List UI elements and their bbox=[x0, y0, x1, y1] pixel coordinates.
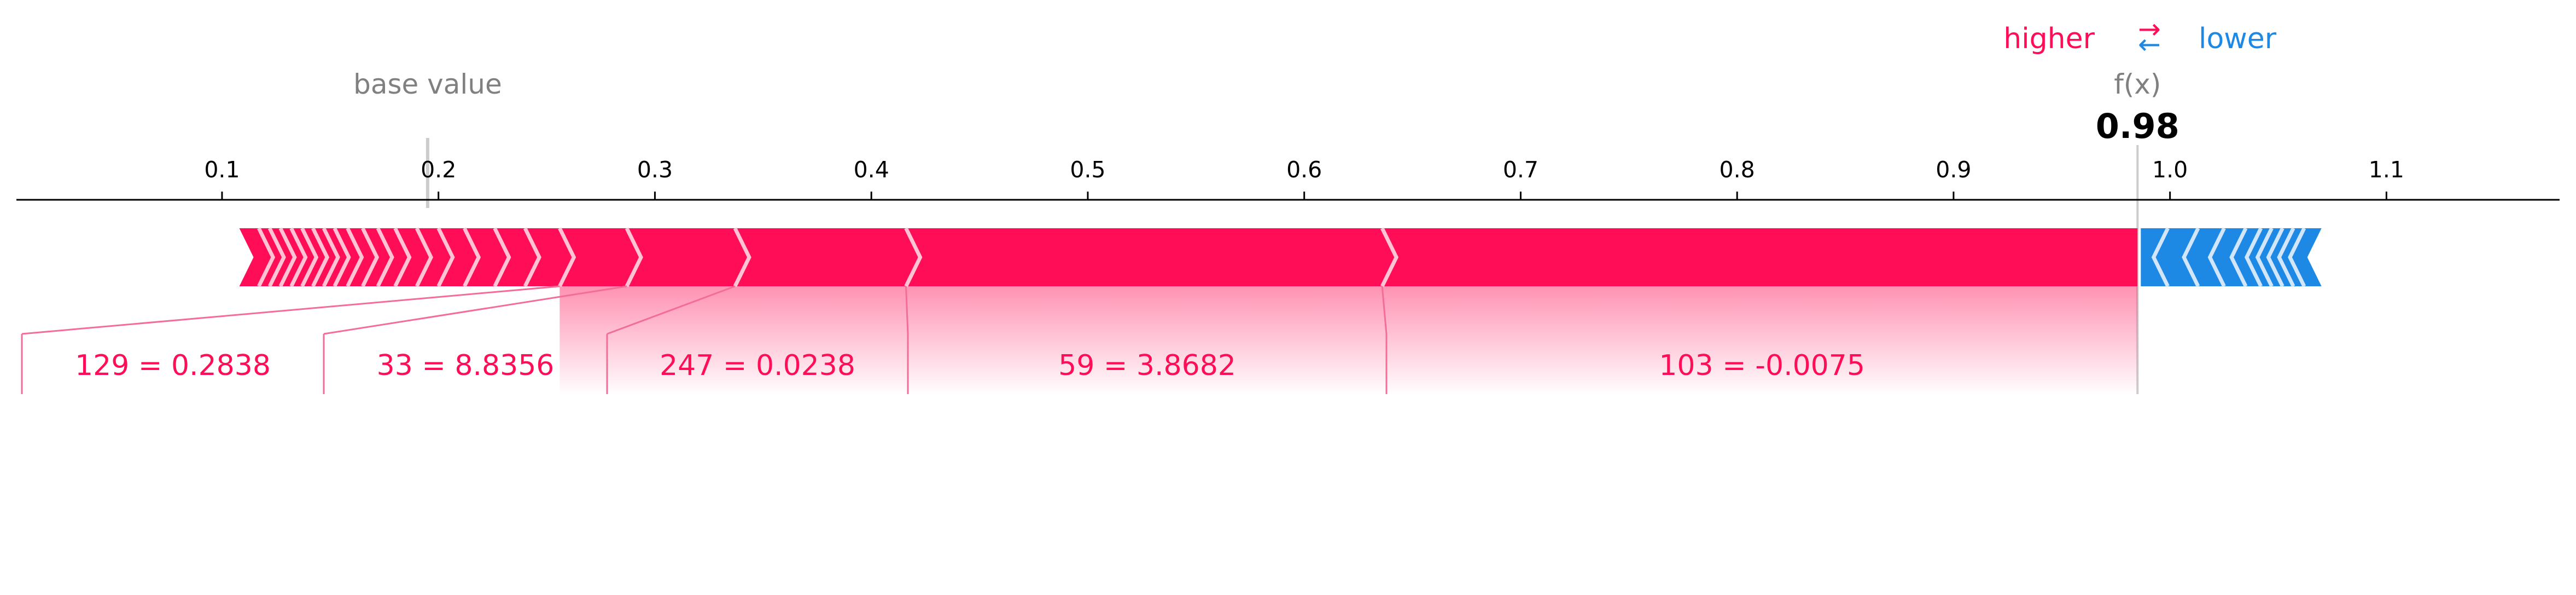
positive-segment-separator bbox=[436, 227, 455, 287]
negative-segment-separator bbox=[2266, 227, 2284, 287]
positive-segment-separator bbox=[267, 227, 286, 287]
x-tick-label: 0.7 bbox=[1503, 157, 1538, 183]
feature-label: 103 = -0.0075 bbox=[1381, 286, 1865, 394]
label-fade-band bbox=[560, 286, 2138, 396]
negative-segment-separator bbox=[2244, 227, 2263, 287]
label-connector bbox=[323, 285, 627, 335]
label-connector bbox=[1381, 286, 1388, 334]
svg-text:→: → bbox=[2138, 13, 2161, 45]
negative-segment-separator bbox=[2288, 227, 2306, 287]
positive-segment-separator bbox=[463, 227, 481, 287]
x-tick-label: 1.0 bbox=[2152, 157, 2188, 183]
negative-segment-separator bbox=[2229, 227, 2248, 287]
base-value-label: base value bbox=[353, 68, 502, 100]
positive-segment-separator bbox=[289, 227, 308, 287]
feature-label: 59 = 3.8682 bbox=[905, 286, 1236, 394]
legend-swap-icon: → ← bbox=[2138, 13, 2161, 60]
positive-segment-separator bbox=[733, 227, 751, 287]
feature-label-text: 33 = 8.8356 bbox=[377, 349, 555, 382]
x-tick-label: 0.3 bbox=[637, 157, 673, 183]
feature-label-text: 59 = 3.8682 bbox=[1058, 349, 1236, 382]
positive-segment-separator bbox=[904, 227, 923, 287]
label-connector bbox=[905, 286, 909, 334]
x-tick-label: 0.5 bbox=[1070, 157, 1105, 183]
feature-label-text: 129 = 0.2838 bbox=[75, 349, 271, 382]
positive-segment-separator bbox=[311, 227, 330, 287]
x-tick-label: 1.1 bbox=[2369, 157, 2404, 183]
positive-segment-separator bbox=[333, 227, 351, 287]
force-bars bbox=[239, 227, 2322, 287]
x-tick-label: 0.1 bbox=[204, 157, 240, 183]
legend-higher-label: higher bbox=[2003, 22, 2095, 55]
positive-segment-separator bbox=[393, 227, 412, 287]
positive-segment-separator bbox=[278, 227, 297, 287]
positive-segment-separator bbox=[625, 227, 643, 287]
positive-segment-separator bbox=[493, 227, 511, 287]
positive-segment-separator bbox=[361, 227, 380, 287]
negative-segment-separator bbox=[2207, 227, 2226, 287]
feature-label: 33 = 8.8356 bbox=[323, 285, 627, 394]
x-tick-label: 0.9 bbox=[1936, 157, 1971, 183]
feature-label-text: 103 = -0.0075 bbox=[1659, 349, 1865, 382]
positive-segment-separator bbox=[523, 227, 541, 287]
negative-segment-separator bbox=[2255, 227, 2274, 287]
x-axis-ticks: 0.1 0.2 0.3 0.4 0.5 0.6 0.7 0.8 0.9 1.0 1.1 bbox=[204, 157, 2404, 200]
positive-segment-separator bbox=[257, 227, 276, 287]
svg-text:←: ← bbox=[2138, 28, 2161, 60]
negative-segment-separator bbox=[2182, 227, 2200, 287]
feature-label: 247 = 0.0238 bbox=[606, 285, 855, 394]
positive-segment-separator bbox=[346, 227, 364, 287]
feature-labels: 129 = 0.2838 33 = 8.8356 247 = 0.0238 59 = … bbox=[21, 285, 1865, 394]
positive-segment-separator bbox=[558, 227, 576, 287]
feature-label: 129 = 0.2838 bbox=[21, 285, 560, 394]
legend-lower-label: lower bbox=[2199, 22, 2277, 55]
label-connector bbox=[21, 285, 560, 335]
positive-segment-separator bbox=[322, 227, 340, 287]
negative-segment-separator bbox=[2151, 227, 2170, 287]
x-tick-label: 0.6 bbox=[1286, 157, 1322, 183]
fx-label: f(x) bbox=[2114, 68, 2161, 100]
feature-label-area bbox=[560, 286, 2138, 396]
positive-segment-separator bbox=[415, 227, 434, 287]
x-tick-label: 0.4 bbox=[854, 157, 889, 183]
positive-segment-separator bbox=[1380, 227, 1399, 287]
positive-segment-separator bbox=[300, 227, 319, 287]
positive-force-bar bbox=[239, 228, 2138, 286]
x-tick-label: 0.2 bbox=[421, 157, 456, 183]
label-connector bbox=[607, 285, 736, 335]
x-tick-label: 0.8 bbox=[1720, 157, 1755, 183]
feature-label-text: 247 = 0.0238 bbox=[660, 349, 855, 382]
negative-segment-separator bbox=[2277, 227, 2295, 287]
fx-value: 0.98 bbox=[2096, 106, 2179, 146]
positive-segment-separator bbox=[376, 227, 394, 287]
